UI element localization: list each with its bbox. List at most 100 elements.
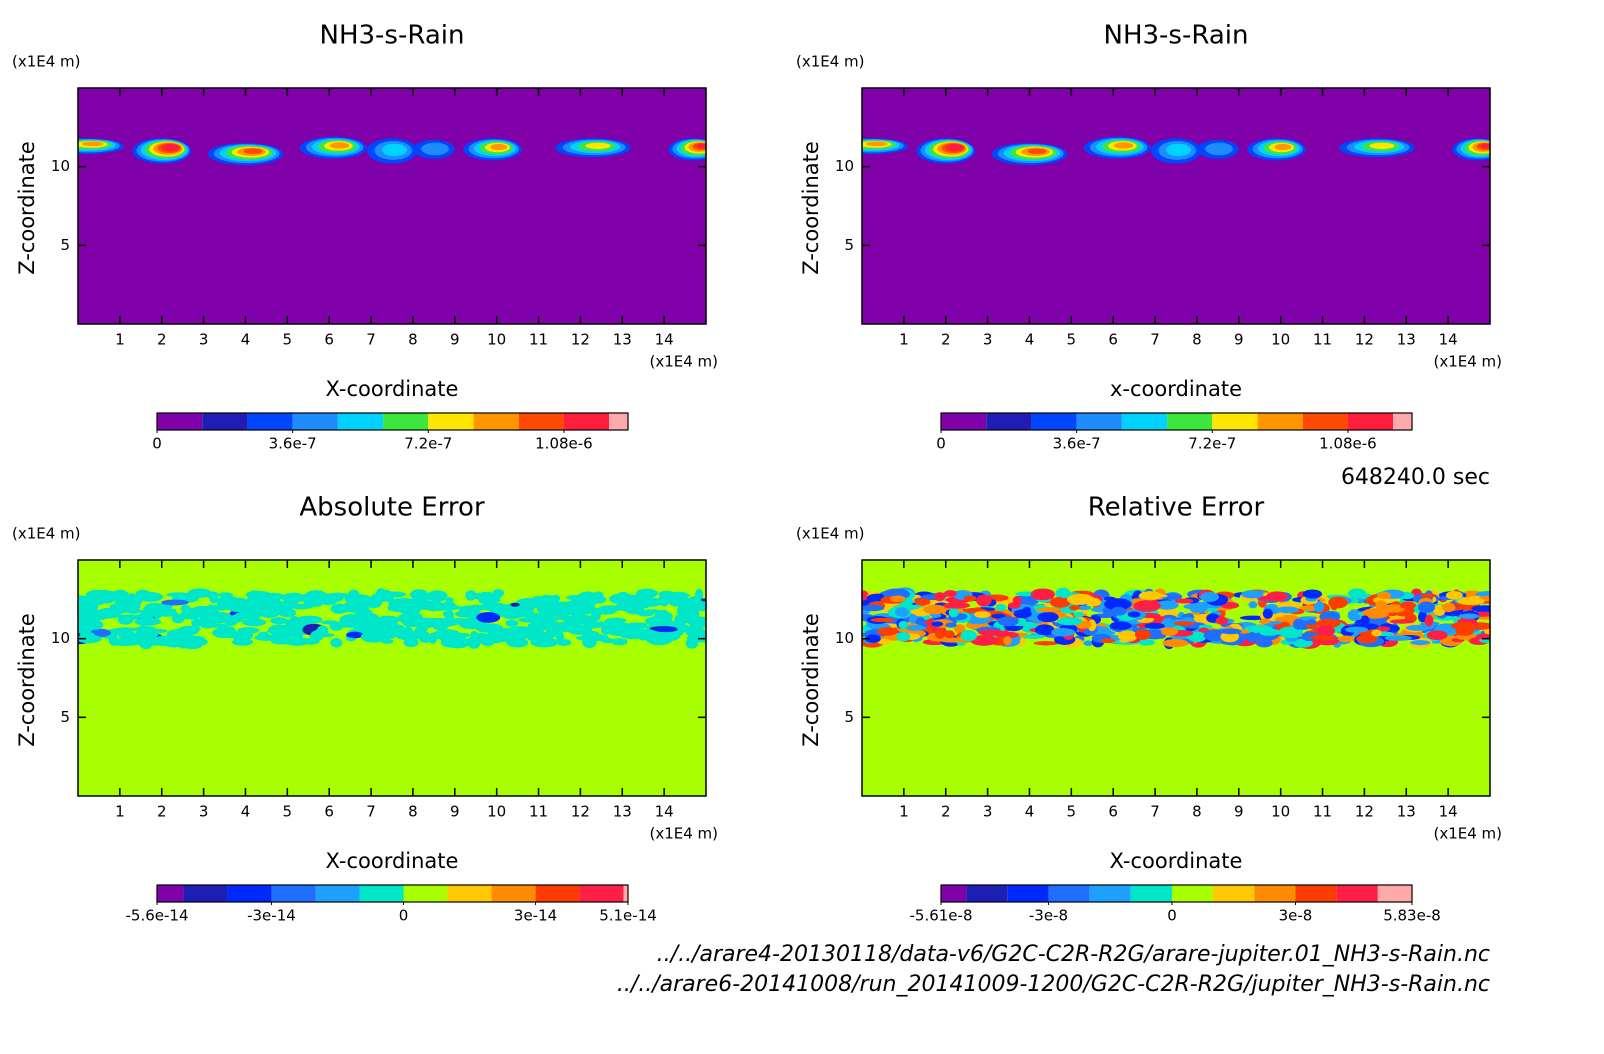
x-tick-label: 11 (1313, 803, 1332, 821)
x-axis-label: X-coordinate (326, 849, 459, 873)
y-tick-label: 10 (835, 157, 854, 175)
contour-shape (532, 641, 542, 646)
contour-shape (250, 613, 259, 622)
contour-shape (1259, 628, 1280, 636)
contour-shape (1306, 619, 1317, 625)
contour-shape (78, 634, 102, 644)
contour-shape (1200, 591, 1219, 603)
contour-shape (1417, 601, 1436, 614)
contour-shape (467, 604, 487, 611)
x-tick-label: 7 (1150, 803, 1160, 821)
colorbar-segment (1076, 413, 1122, 430)
colorbar-segment (447, 885, 492, 902)
x-tick-label: 9 (450, 803, 460, 821)
contour-shape (635, 622, 648, 629)
contour-shape (943, 590, 957, 597)
x-tick-label: 2 (157, 331, 167, 349)
contour-shape (1138, 639, 1155, 646)
x-tick-label: 3 (983, 803, 993, 821)
contour-field (78, 560, 706, 796)
contour-shape (78, 605, 92, 611)
contour-shape (85, 620, 104, 630)
contour-shape (480, 635, 496, 647)
contour-shape (330, 603, 349, 614)
colorbar-label: 3e-8 (1279, 907, 1313, 925)
contour-shape (1247, 631, 1257, 643)
colorbar-label: 0 (152, 435, 162, 453)
contour-shape (99, 589, 110, 601)
contour-shape (1160, 627, 1179, 636)
contour-shape (125, 608, 142, 614)
colorbar-label: -5.6e-14 (126, 907, 189, 925)
contour-shape (522, 631, 550, 640)
contour-field (862, 560, 1490, 796)
contour-shape (954, 624, 966, 634)
contour-shape (1293, 618, 1304, 630)
colorbar-segment (966, 885, 1008, 902)
colorbar-segment (1377, 885, 1412, 902)
colorbar-segment (535, 885, 580, 902)
contour-shape (1259, 618, 1271, 624)
x-tick-label: 13 (1397, 331, 1416, 349)
colorbar-segment (1295, 885, 1337, 902)
colorbar-segment (1130, 885, 1172, 902)
contour-shape (330, 593, 344, 602)
contour-shape (231, 597, 248, 607)
contour-shape (567, 614, 595, 623)
contour-shape (171, 614, 185, 624)
contour-shape (1257, 595, 1275, 602)
contour-field (78, 88, 706, 324)
contour-shape (490, 143, 508, 151)
x-tick-label: 11 (529, 331, 548, 349)
contour-shape (1022, 606, 1031, 613)
contour-shape (1426, 630, 1448, 641)
contour-shape (1389, 619, 1415, 624)
contour-shape (693, 632, 706, 643)
contour-shape (78, 614, 89, 626)
contour-shape (862, 604, 885, 612)
x-unit: (x1E4 m) (649, 825, 718, 843)
colorbar-segment (157, 885, 184, 902)
contour-shape (442, 610, 452, 618)
x-tick-label: 3 (199, 331, 209, 349)
colorbar-label: 1.08e-6 (1319, 435, 1377, 453)
contour-shape (330, 637, 343, 648)
contour-shape (1344, 626, 1369, 633)
x-tick-label: 6 (324, 331, 334, 349)
contour-shape (1160, 593, 1183, 600)
contour-shape (1067, 593, 1095, 605)
x-tick-label: 9 (1234, 803, 1244, 821)
colorbar-segment (563, 413, 610, 430)
contour-shape (1274, 616, 1293, 622)
contour-shape (117, 614, 134, 625)
contour-shape (1347, 588, 1367, 599)
x-tick-label: 14 (1439, 331, 1458, 349)
contour-shape (696, 143, 706, 149)
colorbar-label: 5.83e-8 (1383, 907, 1441, 925)
contour-shape (688, 624, 702, 633)
contour-shape (1471, 605, 1490, 612)
contour-shape (546, 606, 574, 618)
contour-shape (934, 628, 946, 639)
contour-shape (465, 590, 477, 600)
contour-shape (109, 637, 121, 646)
contour-shape (970, 635, 998, 646)
colorbar-label: 5.1e-14 (599, 907, 657, 925)
y-tick-label: 10 (835, 629, 854, 647)
contour-shape (403, 626, 414, 638)
contour-shape (1144, 622, 1165, 630)
colorbar-segment (473, 413, 519, 430)
contour-shape (112, 589, 129, 601)
contour-shape (1198, 624, 1213, 629)
contour-shape (397, 613, 413, 623)
contour-shape (1034, 624, 1055, 636)
colorbar-label: 3e-14 (514, 907, 557, 925)
x-tick-label: 12 (1355, 331, 1374, 349)
contour-shape (1480, 143, 1490, 149)
contour-shape (1173, 621, 1195, 626)
contour-shape (624, 602, 645, 615)
contour-shape (1030, 588, 1055, 601)
contour-shape (877, 638, 892, 645)
x-tick-label: 2 (941, 331, 951, 349)
colorbar-segment (579, 885, 624, 902)
